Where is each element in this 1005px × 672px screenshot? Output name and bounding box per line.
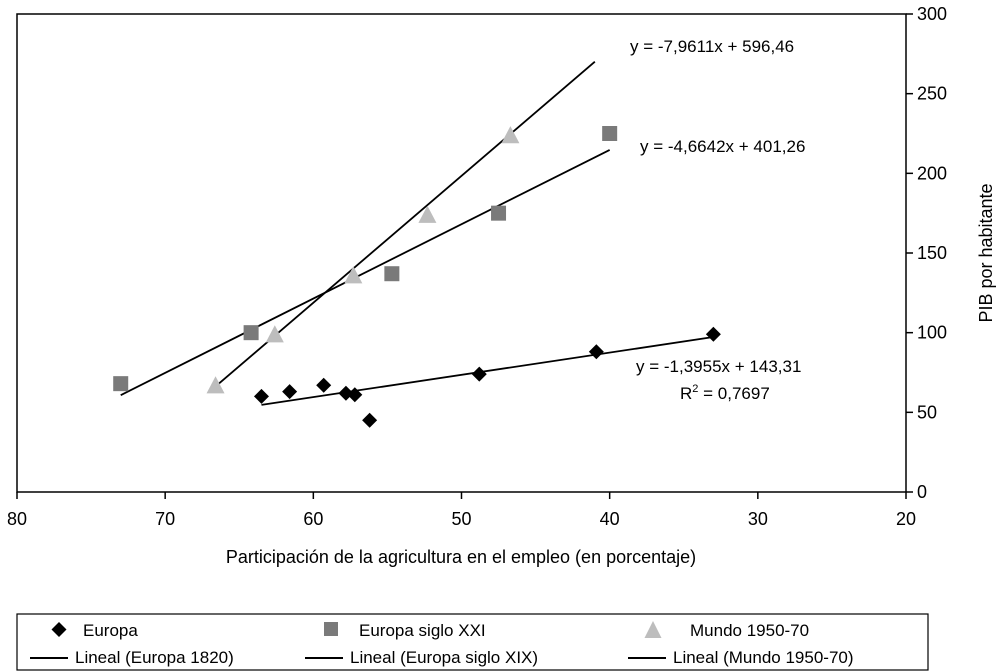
- point-mundo-1950-70-3: [344, 266, 363, 284]
- r2-value: = 0,7697: [698, 384, 769, 403]
- trendline-equations: y = -7,9611x + 596,46 y = -4,6642x + 401…: [630, 37, 805, 403]
- point-mundo-1950-70-5: [501, 126, 520, 144]
- point-europa-8: [588, 344, 604, 360]
- legend-label-europa-siglo-xxi: Europa siglo XXI: [359, 621, 486, 640]
- legend-marker-europa-siglo-xxi: [324, 622, 338, 636]
- equation-europa-1820: y = -1,3955x + 143,31: [636, 357, 801, 376]
- legend-box: [16, 613, 929, 671]
- legend-label-lineal-mundo-1950-70: Lineal (Mundo 1950-70): [673, 648, 854, 667]
- point-europa-5: [347, 387, 363, 403]
- legend: Europa Europa siglo XXI Mundo 1950-70 Li…: [16, 613, 929, 671]
- trendline-lineal-europa-siglo-xix: [120, 149, 611, 396]
- legend-label-europa: Europa: [83, 621, 138, 640]
- x-tick-label-50: 50: [451, 509, 471, 529]
- point-europa-siglo-xxi-4: [491, 205, 507, 221]
- point-europa-siglo-xxi-5: [602, 126, 618, 141]
- y-tick-label-50: 50: [917, 402, 937, 422]
- x-tick-label-20: 20: [896, 509, 916, 529]
- x-axis-ticks: 80 70 60 50 40 30 20: [7, 492, 916, 529]
- x-tick-label-80: 80: [7, 509, 27, 529]
- legend-label-lineal-europa-siglo-xix: Lineal (Europa siglo XIX): [350, 648, 538, 667]
- legend-label-mundo-1950-70: Mundo 1950-70: [690, 621, 809, 640]
- legend-marker-mundo-1950-70: [644, 621, 662, 638]
- point-europa-1: [253, 388, 269, 404]
- r2-superscript: 2: [692, 383, 698, 395]
- point-europa-9: [705, 326, 721, 342]
- x-tick-label-40: 40: [600, 509, 620, 529]
- point-europa-7: [471, 366, 487, 382]
- point-mundo-1950-70-4: [418, 205, 437, 223]
- r2-europa-1820: R2 = 0,7697: [680, 383, 770, 403]
- point-europa-siglo-xxi-1: [113, 376, 129, 392]
- legend-marker-europa: [51, 622, 67, 637]
- point-europa-6: [362, 412, 378, 428]
- trendline-lineal-europa-1820: [261, 336, 714, 406]
- trendlines: [120, 61, 714, 406]
- y-tick-label-100: 100: [917, 323, 947, 343]
- y-tick-label-200: 200: [917, 163, 947, 183]
- x-tick-label-60: 60: [303, 509, 323, 529]
- equation-mundo-1950-70: y = -7,9611x + 596,46: [630, 37, 794, 56]
- y-axis-ticks: 0 50 100 150 200 250 300: [906, 4, 947, 502]
- x-tick-label-30: 30: [748, 509, 768, 529]
- point-europa-2: [282, 384, 298, 400]
- point-europa-3: [316, 377, 332, 393]
- y-axis-label: PIB por habitante: [976, 183, 996, 322]
- y-tick-label-250: 250: [917, 84, 947, 104]
- point-mundo-1950-70-1: [206, 376, 225, 394]
- point-mundo-1950-70-2: [265, 325, 284, 343]
- trendline-lineal-mundo-1950-70: [214, 61, 596, 388]
- equation-europa-siglo-xix: y = -4,6642x + 401,26: [640, 137, 805, 156]
- x-tick-label-70: 70: [155, 509, 175, 529]
- point-europa-siglo-xxi-2: [243, 325, 259, 341]
- y-tick-label-0: 0: [917, 482, 927, 502]
- markers: [113, 126, 721, 428]
- legend-label-lineal-europa-1820: Lineal (Europa 1820): [75, 648, 234, 667]
- plot-area: [16, 13, 907, 493]
- point-europa-siglo-xxi-3: [384, 266, 400, 282]
- y-tick-label-150: 150: [917, 243, 947, 263]
- r2-prefix: R: [680, 384, 692, 403]
- y-tick-label-300: 300: [917, 4, 947, 24]
- x-axis-label: Participación de la agricultura en el em…: [226, 547, 696, 567]
